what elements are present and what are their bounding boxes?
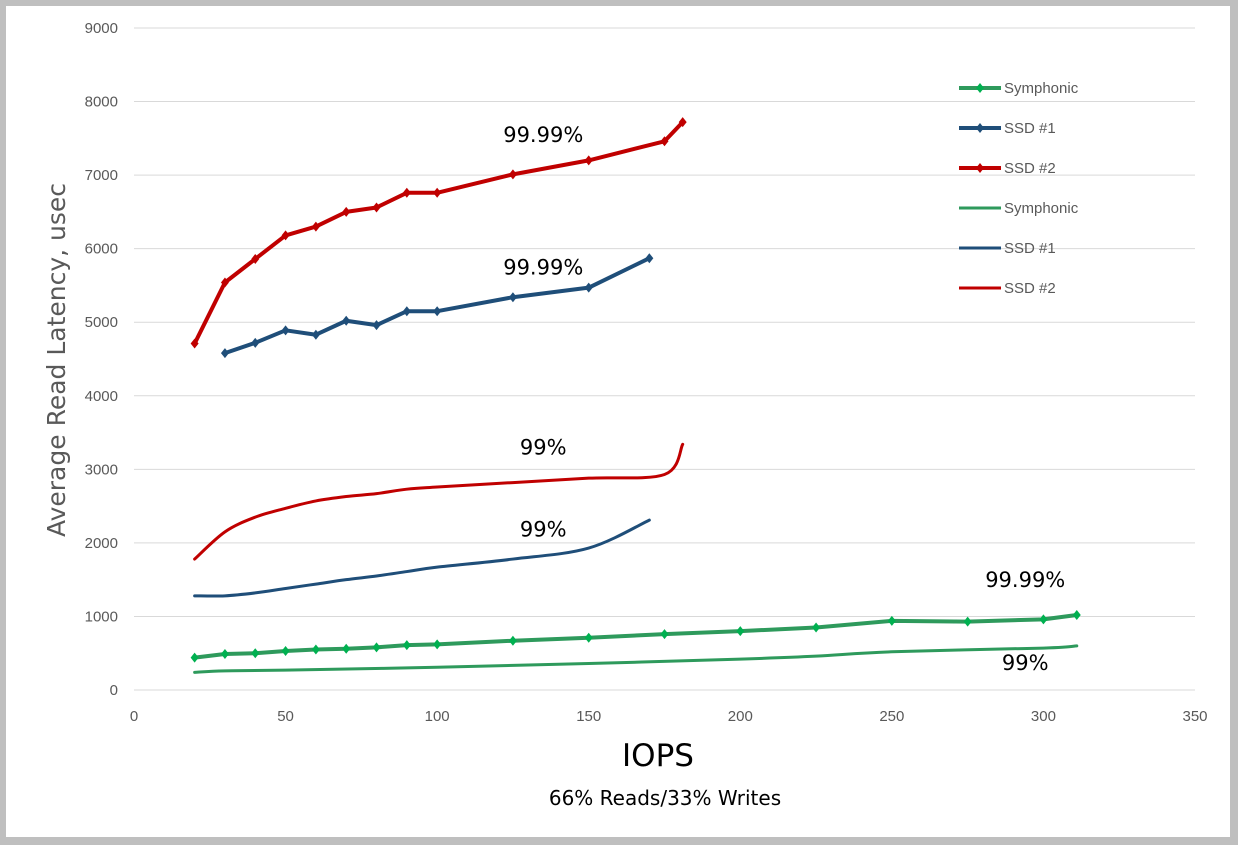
chart-frame [6, 6, 1230, 837]
y-tick-label: 2000 [85, 535, 118, 552]
diamond-marker-icon [508, 292, 517, 303]
diamond-marker-icon [976, 83, 984, 93]
diamond-marker-icon [976, 163, 984, 173]
diamond-marker-icon [660, 629, 669, 640]
diamond-marker-icon [678, 117, 687, 128]
diamond-marker-icon [660, 136, 669, 147]
percentile-annotation: 99% [1002, 651, 1049, 675]
diamond-marker-icon [1072, 609, 1081, 620]
series-ssd-1-p99 [193, 518, 651, 598]
x-tick-label: 150 [576, 708, 601, 725]
x-axis-ticks: 0 50 100 150 200 250 300 350 [130, 708, 1208, 725]
y-tick-label: 6000 [85, 241, 118, 258]
percentile-annotation: 99.99% [503, 255, 583, 279]
y-tick-label: 0 [110, 682, 118, 699]
diamond-marker-icon [311, 644, 320, 655]
diamond-marker-icon [372, 320, 381, 331]
diamond-marker-icon [402, 640, 411, 651]
series-ssd-2-p99 [193, 442, 685, 561]
diamond-marker-icon [584, 155, 593, 166]
legend-label: Symphonic [1004, 200, 1079, 217]
legend-item: SSD #1 [959, 120, 1056, 137]
y-tick-label: 9000 [85, 20, 118, 37]
legend-item: SSD #2 [959, 160, 1056, 177]
diamond-marker-icon [584, 282, 593, 293]
diamond-marker-icon [584, 632, 593, 643]
legend-item: Symphonic [959, 200, 1079, 217]
y-axis-ticks: 0 1000 2000 3000 4000 5000 6000 7000 8000 9000 [85, 20, 118, 699]
diamond-marker-icon [402, 306, 411, 317]
plot-series [190, 117, 1081, 674]
diamond-marker-icon [736, 626, 745, 637]
diamond-marker-icon [812, 622, 821, 633]
x-tick-label: 0 [130, 708, 138, 725]
x-tick-label: 200 [728, 708, 753, 725]
diamond-marker-icon [433, 187, 442, 198]
diamond-marker-icon [190, 338, 199, 349]
legend-item: SSD #1 [959, 240, 1056, 257]
diamond-marker-icon [251, 253, 260, 264]
x-tick-label: 350 [1182, 708, 1207, 725]
diamond-marker-icon [508, 169, 517, 180]
y-tick-label: 8000 [85, 94, 118, 111]
y-tick-label: 1000 [85, 608, 118, 625]
legend: Symphonic SSD #1 SSD #2 Symphonic SSD #1 SSD … [959, 80, 1079, 297]
x-tick-label: 100 [425, 708, 450, 725]
diamond-marker-icon [433, 639, 442, 650]
x-axis-label: IOPS [622, 738, 694, 774]
series-symphonic-p9999 [190, 609, 1081, 663]
diamond-marker-icon [887, 615, 896, 626]
diamond-marker-icon [251, 337, 260, 348]
diamond-marker-icon [311, 221, 320, 232]
diamond-marker-icon [220, 648, 229, 659]
diamond-marker-icon [220, 277, 229, 288]
percentile-annotations: 99.99% 99.99% 99% 99% 99.99% 99% [503, 123, 1065, 675]
percentile-annotation: 99% [520, 436, 567, 460]
percentile-annotation: 99% [520, 517, 567, 541]
chart-subtitle: 66% Reads/33% Writes [549, 786, 781, 810]
legend-item: SSD #2 [959, 280, 1056, 297]
legend-label: SSD #1 [1004, 120, 1056, 137]
x-tick-label: 300 [1031, 708, 1056, 725]
diamond-marker-icon [190, 652, 199, 663]
diamond-marker-icon [342, 206, 351, 217]
diamond-marker-icon [1039, 614, 1048, 625]
legend-label: Symphonic [1004, 80, 1079, 97]
y-tick-label: 4000 [85, 388, 118, 405]
series-ssd-2-p9999 [190, 117, 687, 349]
series-symphonic-p99 [193, 644, 1079, 674]
diamond-marker-icon [645, 253, 654, 264]
y-tick-label: 7000 [85, 167, 118, 184]
diamond-marker-icon [251, 648, 260, 659]
y-tick-label: 5000 [85, 314, 118, 331]
diamond-marker-icon [311, 329, 320, 340]
percentile-annotation: 99.99% [985, 568, 1065, 592]
y-tick-label: 3000 [85, 461, 118, 478]
diamond-marker-icon [976, 123, 984, 133]
diamond-marker-icon [508, 635, 517, 646]
legend-label: SSD #2 [1004, 280, 1056, 297]
x-tick-label: 250 [879, 708, 904, 725]
diamond-marker-icon [281, 325, 290, 336]
x-tick-label: 50 [277, 708, 294, 725]
legend-item: Symphonic [959, 80, 1079, 97]
diamond-marker-icon [342, 643, 351, 654]
diamond-marker-icon [372, 202, 381, 213]
diamond-marker-icon [433, 306, 442, 317]
gridlines [134, 27, 1195, 691]
diamond-marker-icon [281, 230, 290, 241]
series-ssd-1-p9999 [220, 253, 654, 359]
diamond-marker-icon [372, 642, 381, 653]
legend-label: SSD #1 [1004, 240, 1056, 257]
percentile-annotation: 99.99% [503, 123, 583, 147]
diamond-marker-icon [281, 646, 290, 657]
diamond-marker-icon [220, 348, 229, 359]
diamond-marker-icon [342, 315, 351, 326]
y-axis-label: Average Read Latency, usec [42, 183, 71, 537]
diamond-marker-icon [402, 187, 411, 198]
diamond-marker-icon [963, 616, 972, 627]
legend-label: SSD #2 [1004, 160, 1056, 177]
